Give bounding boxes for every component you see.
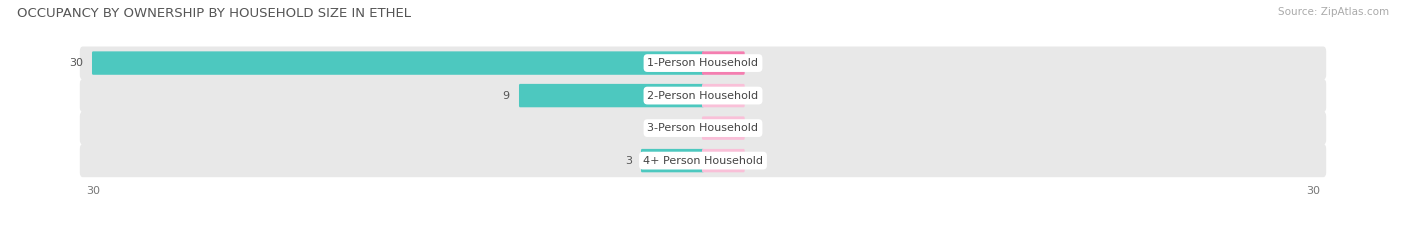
Text: 1-Person Household: 1-Person Household — [648, 58, 758, 68]
FancyBboxPatch shape — [80, 79, 1326, 112]
Text: 0: 0 — [686, 123, 693, 133]
Text: 3: 3 — [624, 156, 631, 166]
Legend: Owner-occupied, Renter-occupied: Owner-occupied, Renter-occupied — [585, 230, 821, 233]
Text: 30: 30 — [69, 58, 83, 68]
Text: 0: 0 — [754, 156, 761, 166]
FancyBboxPatch shape — [702, 116, 745, 140]
FancyBboxPatch shape — [80, 144, 1326, 177]
FancyBboxPatch shape — [702, 51, 745, 75]
FancyBboxPatch shape — [641, 149, 704, 172]
Text: 4+ Person Household: 4+ Person Household — [643, 156, 763, 166]
FancyBboxPatch shape — [519, 84, 704, 107]
Text: 2-Person Household: 2-Person Household — [647, 91, 759, 101]
FancyBboxPatch shape — [702, 84, 745, 107]
FancyBboxPatch shape — [91, 51, 704, 75]
Text: 9: 9 — [503, 91, 510, 101]
Text: 0: 0 — [754, 91, 761, 101]
Text: 2: 2 — [754, 58, 761, 68]
FancyBboxPatch shape — [80, 112, 1326, 145]
Text: 3-Person Household: 3-Person Household — [648, 123, 758, 133]
FancyBboxPatch shape — [80, 47, 1326, 80]
Text: Source: ZipAtlas.com: Source: ZipAtlas.com — [1278, 7, 1389, 17]
Text: OCCUPANCY BY OWNERSHIP BY HOUSEHOLD SIZE IN ETHEL: OCCUPANCY BY OWNERSHIP BY HOUSEHOLD SIZE… — [17, 7, 411, 20]
Text: 0: 0 — [754, 123, 761, 133]
FancyBboxPatch shape — [702, 149, 745, 172]
